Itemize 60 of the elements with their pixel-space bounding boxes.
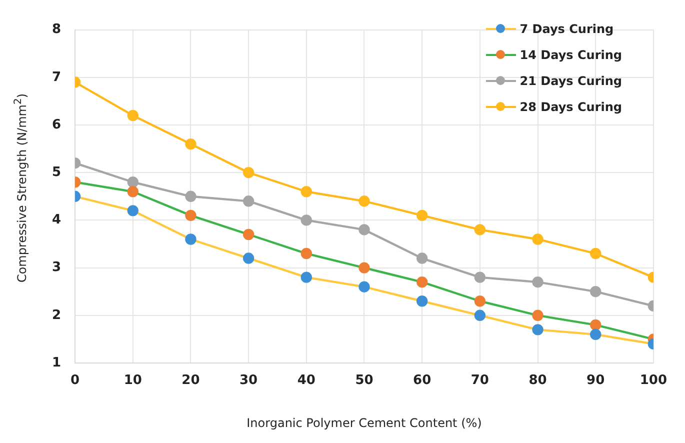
point (590, 319, 602, 331)
x-tick-label: 60 (413, 373, 432, 388)
point (474, 296, 486, 307)
legend-label: 14 Days Curing (520, 48, 622, 62)
point (474, 272, 486, 283)
y-tick-label: 1 (52, 355, 62, 370)
point (127, 186, 138, 198)
x-tick-label: 20 (182, 373, 200, 388)
y-tick-label: 4 (52, 212, 62, 228)
point (300, 272, 312, 283)
y-tick-label: 2 (52, 308, 62, 323)
point (474, 224, 486, 236)
x-tick-label: 50 (355, 373, 374, 388)
point (300, 248, 312, 260)
point (300, 214, 312, 226)
point (127, 110, 138, 122)
point (127, 205, 138, 216)
point (532, 234, 544, 245)
x-tick-label: 70 (470, 373, 489, 388)
legend-label: 21 Days Curing (520, 74, 622, 88)
point (358, 281, 370, 292)
x-tick-label: 100 (640, 373, 667, 388)
point (127, 176, 138, 188)
y-tick-label: 3 (52, 260, 62, 276)
x-tick-label: 40 (297, 373, 316, 388)
point (532, 324, 544, 336)
point (532, 310, 544, 321)
point (590, 286, 602, 298)
legend-label: 7 Days Curing (520, 22, 614, 36)
point (242, 252, 254, 264)
point (242, 228, 254, 240)
point (532, 276, 544, 288)
x-tick-label: 80 (528, 373, 547, 388)
y-tick-label: 8 (52, 22, 62, 38)
point (300, 186, 312, 198)
x-axis-title: Inorganic Polymer Cement Content (%) (246, 416, 482, 430)
y-tick-label: 5 (52, 164, 62, 180)
point (474, 310, 486, 321)
x-tick-label: 90 (586, 373, 605, 388)
y-tick-label: 6 (52, 117, 62, 132)
x-tick-label: 10 (124, 373, 142, 388)
point (416, 296, 428, 307)
point (590, 328, 602, 340)
point (358, 196, 370, 207)
point (416, 252, 428, 264)
legend-label: 28 Days Curing (520, 100, 622, 114)
x-tick-label: 0 (70, 373, 80, 388)
point (358, 262, 370, 274)
point (590, 248, 602, 260)
y-tick-label: 7 (52, 70, 62, 85)
point (185, 138, 196, 150)
point (185, 234, 196, 245)
point (358, 224, 370, 236)
point (185, 210, 196, 222)
x-tick-label: 30 (240, 373, 258, 388)
point (242, 167, 254, 178)
point (242, 196, 254, 207)
point (185, 190, 196, 202)
point (416, 210, 428, 222)
point (416, 276, 428, 288)
